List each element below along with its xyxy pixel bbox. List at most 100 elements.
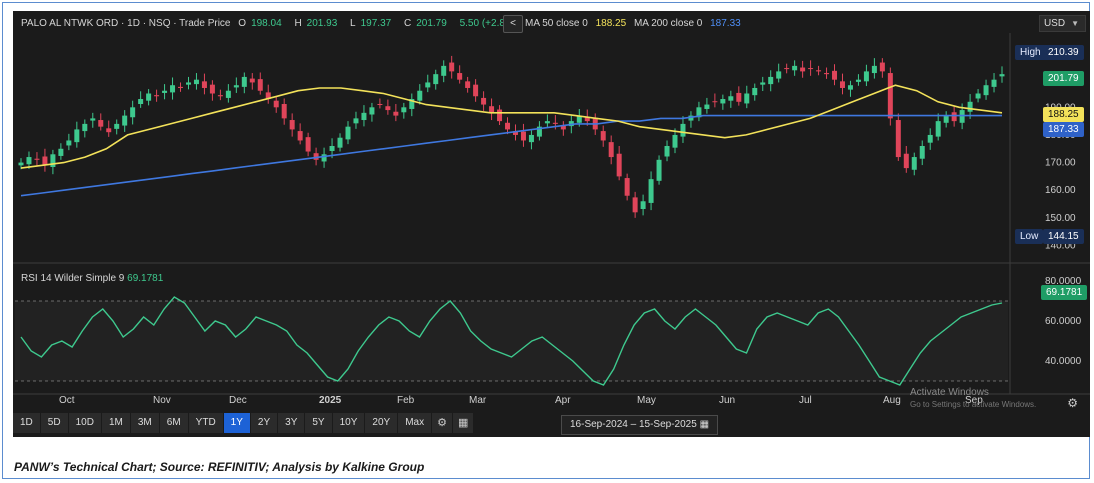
candle-body xyxy=(433,74,439,85)
candle-body xyxy=(114,123,120,129)
ohlc-high: H 201.93 xyxy=(294,18,338,29)
candle-body xyxy=(951,112,957,122)
date-range-picker[interactable]: 16-Sep-2024 – 15-Sep-2025 ▦ xyxy=(561,415,719,435)
x-tick-label: 2025 xyxy=(319,395,342,406)
range-button-3y[interactable]: 3Y xyxy=(278,413,305,433)
candle-body xyxy=(481,97,487,105)
calendar-icon: ▦ xyxy=(699,419,710,430)
high-tag-value: 210.39 xyxy=(1043,45,1084,60)
range-button-10d[interactable]: 10D xyxy=(68,413,101,433)
low-tag-label: Low xyxy=(1015,229,1044,244)
watermark-line2: Go to Settings to activate Windows. xyxy=(910,400,1037,409)
price-chart-svg[interactable]: 140.00150.00160.00170.00180.00190.00200.… xyxy=(13,11,1090,437)
range-settings-icon[interactable]: ⚙ xyxy=(432,413,452,433)
ma200-line xyxy=(20,114,1002,197)
candle-body xyxy=(656,159,662,181)
x-tick-label: Oct xyxy=(59,395,75,406)
price-tick-label: 140.00 xyxy=(1045,240,1076,251)
range-button-2y[interactable]: 2Y xyxy=(250,413,278,433)
candle-body xyxy=(975,93,981,99)
range-button-max[interactable]: Max xyxy=(398,413,432,433)
candle-body xyxy=(66,140,72,146)
instrument-label: PALO AL NTWK ORD · 1D · NSQ · Trade Pric… xyxy=(21,18,231,29)
range-button-6m[interactable]: 6M xyxy=(159,413,188,433)
candle-body xyxy=(505,122,511,130)
candle-body xyxy=(154,95,160,97)
candle-body xyxy=(217,95,223,97)
candle-body xyxy=(784,68,790,70)
table-view-icon[interactable]: ▦ xyxy=(452,413,474,433)
candle-body xyxy=(664,146,670,157)
candle-body xyxy=(712,101,718,103)
candle-body xyxy=(584,117,590,122)
candle-body xyxy=(824,73,830,75)
range-button-1y[interactable]: 1Y xyxy=(223,413,250,433)
range-button-1m[interactable]: 1M xyxy=(101,413,130,433)
range-button-5y[interactable]: 5Y xyxy=(305,413,332,433)
candle-body xyxy=(209,84,215,94)
candle-body xyxy=(768,76,774,85)
candle-body xyxy=(146,93,152,101)
ma200-value: 187.33 xyxy=(710,18,741,29)
candle-body xyxy=(967,101,973,112)
date-separator: – xyxy=(630,419,637,430)
candle-body xyxy=(808,68,814,70)
range-button-5d[interactable]: 5D xyxy=(40,413,68,433)
candle-body xyxy=(201,81,207,88)
candle-body xyxy=(34,158,40,160)
range-button-1d[interactable]: 1D xyxy=(13,413,40,433)
last-price-tag: 201.79 xyxy=(1043,71,1084,86)
candle-body xyxy=(313,153,319,160)
candle-body xyxy=(170,85,176,93)
candle-body xyxy=(297,131,303,141)
candle-body xyxy=(696,107,702,118)
rsi-tick-label: 40.0000 xyxy=(1045,356,1082,367)
candle-body xyxy=(401,107,407,113)
ma50-label: MA 50 close 0 xyxy=(525,18,588,29)
figure-caption: PANW’s Technical Chart; Source: REFINITI… xyxy=(14,460,425,474)
ma200-label: MA 200 close 0 xyxy=(633,18,703,29)
candle-body xyxy=(839,81,845,88)
candle-body xyxy=(776,71,782,79)
candle-body xyxy=(393,111,399,116)
range-button-10y[interactable]: 10Y xyxy=(332,413,365,433)
range-button-3m[interactable]: 3M xyxy=(130,413,159,433)
x-tick-label: Dec xyxy=(229,395,247,406)
candle-body xyxy=(736,92,742,102)
candle-body xyxy=(616,153,622,177)
x-tick-label: Mar xyxy=(469,395,487,406)
range-button-20y[interactable]: 20Y xyxy=(365,413,398,433)
watermark-line1: Activate Windows xyxy=(910,387,989,398)
candle-body xyxy=(991,79,997,87)
low-tag-value: 144.15 xyxy=(1043,229,1084,244)
candle-body xyxy=(489,106,495,113)
candle-body xyxy=(18,162,24,166)
rsi-band xyxy=(15,301,1008,381)
rsi-last-tag: 69.1781 xyxy=(1041,285,1088,300)
candle-body xyxy=(863,71,869,82)
candle-body xyxy=(465,81,471,88)
candle-body xyxy=(106,128,112,133)
candle-body xyxy=(425,82,431,88)
chart-settings-icon[interactable]: ⚙ xyxy=(1067,396,1078,410)
candle-body xyxy=(895,120,901,158)
candle-body xyxy=(289,120,295,130)
chevron-down-icon: ▼ xyxy=(1071,19,1079,28)
rsi-label: RSI 14 Wilder Simple 9 xyxy=(21,273,125,284)
candle-body xyxy=(688,115,694,121)
candle-body xyxy=(792,65,798,71)
candle-body xyxy=(441,65,447,76)
candle-body xyxy=(544,121,550,124)
candle-body xyxy=(497,109,503,122)
candle-body xyxy=(90,118,96,121)
candle-body xyxy=(265,92,271,100)
candle-body xyxy=(600,131,606,141)
candle-body xyxy=(512,131,518,135)
candle-body xyxy=(576,115,582,123)
collapse-legend-button[interactable]: < xyxy=(503,15,523,33)
range-button-ytd[interactable]: YTD xyxy=(188,413,223,433)
candle-body xyxy=(337,137,343,148)
currency-selector[interactable]: USD ▼ xyxy=(1038,15,1086,32)
date-end: 15-Sep-2025 xyxy=(638,419,697,430)
